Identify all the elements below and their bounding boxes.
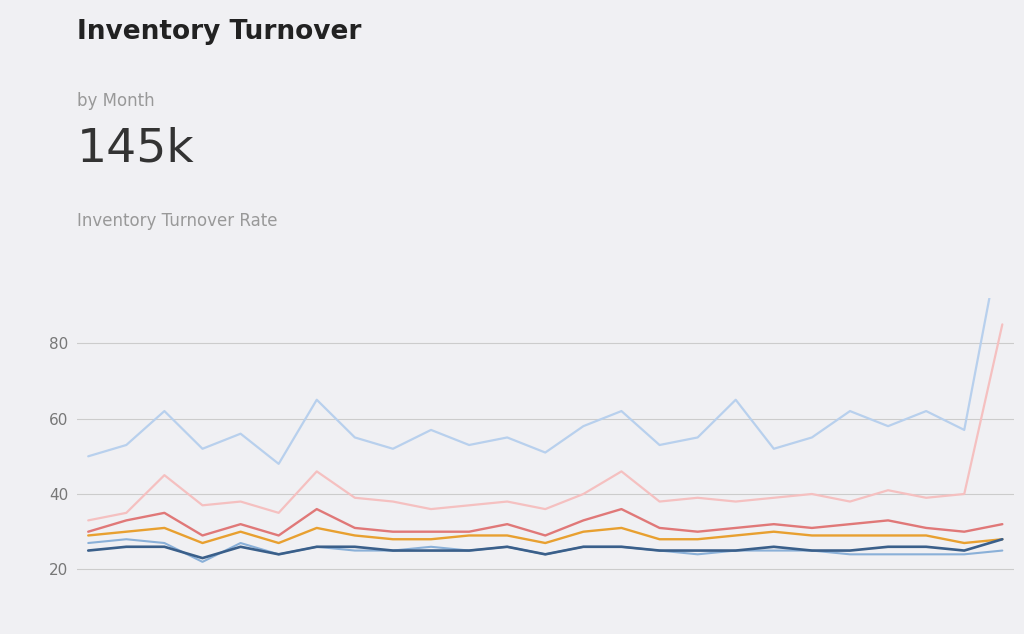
Text: Inventory Turnover: Inventory Turnover (77, 19, 361, 45)
Text: by Month: by Month (77, 92, 155, 110)
Text: 145k: 145k (77, 127, 195, 172)
Text: Inventory Turnover Rate: Inventory Turnover Rate (77, 212, 278, 230)
